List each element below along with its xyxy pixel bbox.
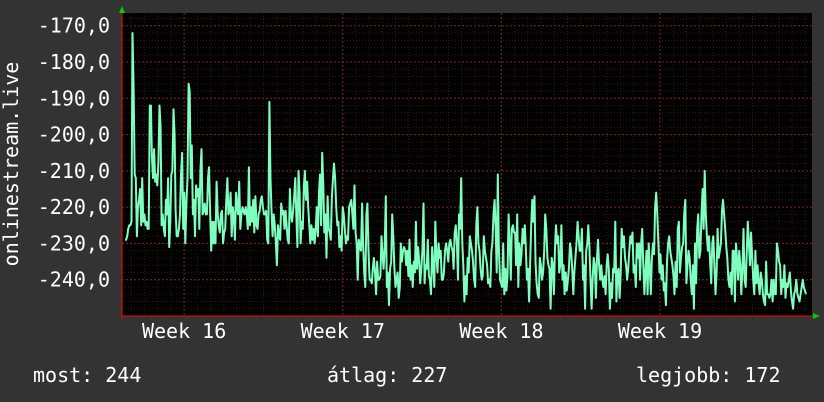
y-axis-label: onlinestream.live <box>0 62 23 267</box>
x-axis-ticks: Week 16 Week 17 Week 18 Week 19 <box>142 319 702 343</box>
stat-average: átlag: 227 <box>327 363 447 387</box>
stat-current: most: 244 <box>33 363 141 387</box>
y-tick-label: -210,0 <box>38 159 110 183</box>
y-axis-ticks: -170,0 -180,0 -190,0 -200,0 -210,0 -220,0 -230… <box>38 14 110 292</box>
y-tick-label: -180,0 <box>38 50 110 74</box>
y-axis-arrow <box>119 6 125 13</box>
series-line <box>125 32 807 310</box>
stat-best: legjobb: 172 <box>636 363 781 387</box>
x-tick-label: Week 18 <box>459 319 543 343</box>
y-tick-label: -190,0 <box>38 86 110 110</box>
x-tick-label: Week 16 <box>142 319 226 343</box>
y-tick-label: -170,0 <box>38 14 110 38</box>
y-tick-label: -220,0 <box>38 195 110 219</box>
x-tick-label: Week 19 <box>618 319 702 343</box>
x-axis-arrow <box>813 313 820 319</box>
x-tick-label: Week 17 <box>301 319 385 343</box>
y-tick-label: -230,0 <box>38 231 110 255</box>
y-tick-label: -200,0 <box>38 123 110 147</box>
y-tick-label: -240,0 <box>38 268 110 292</box>
